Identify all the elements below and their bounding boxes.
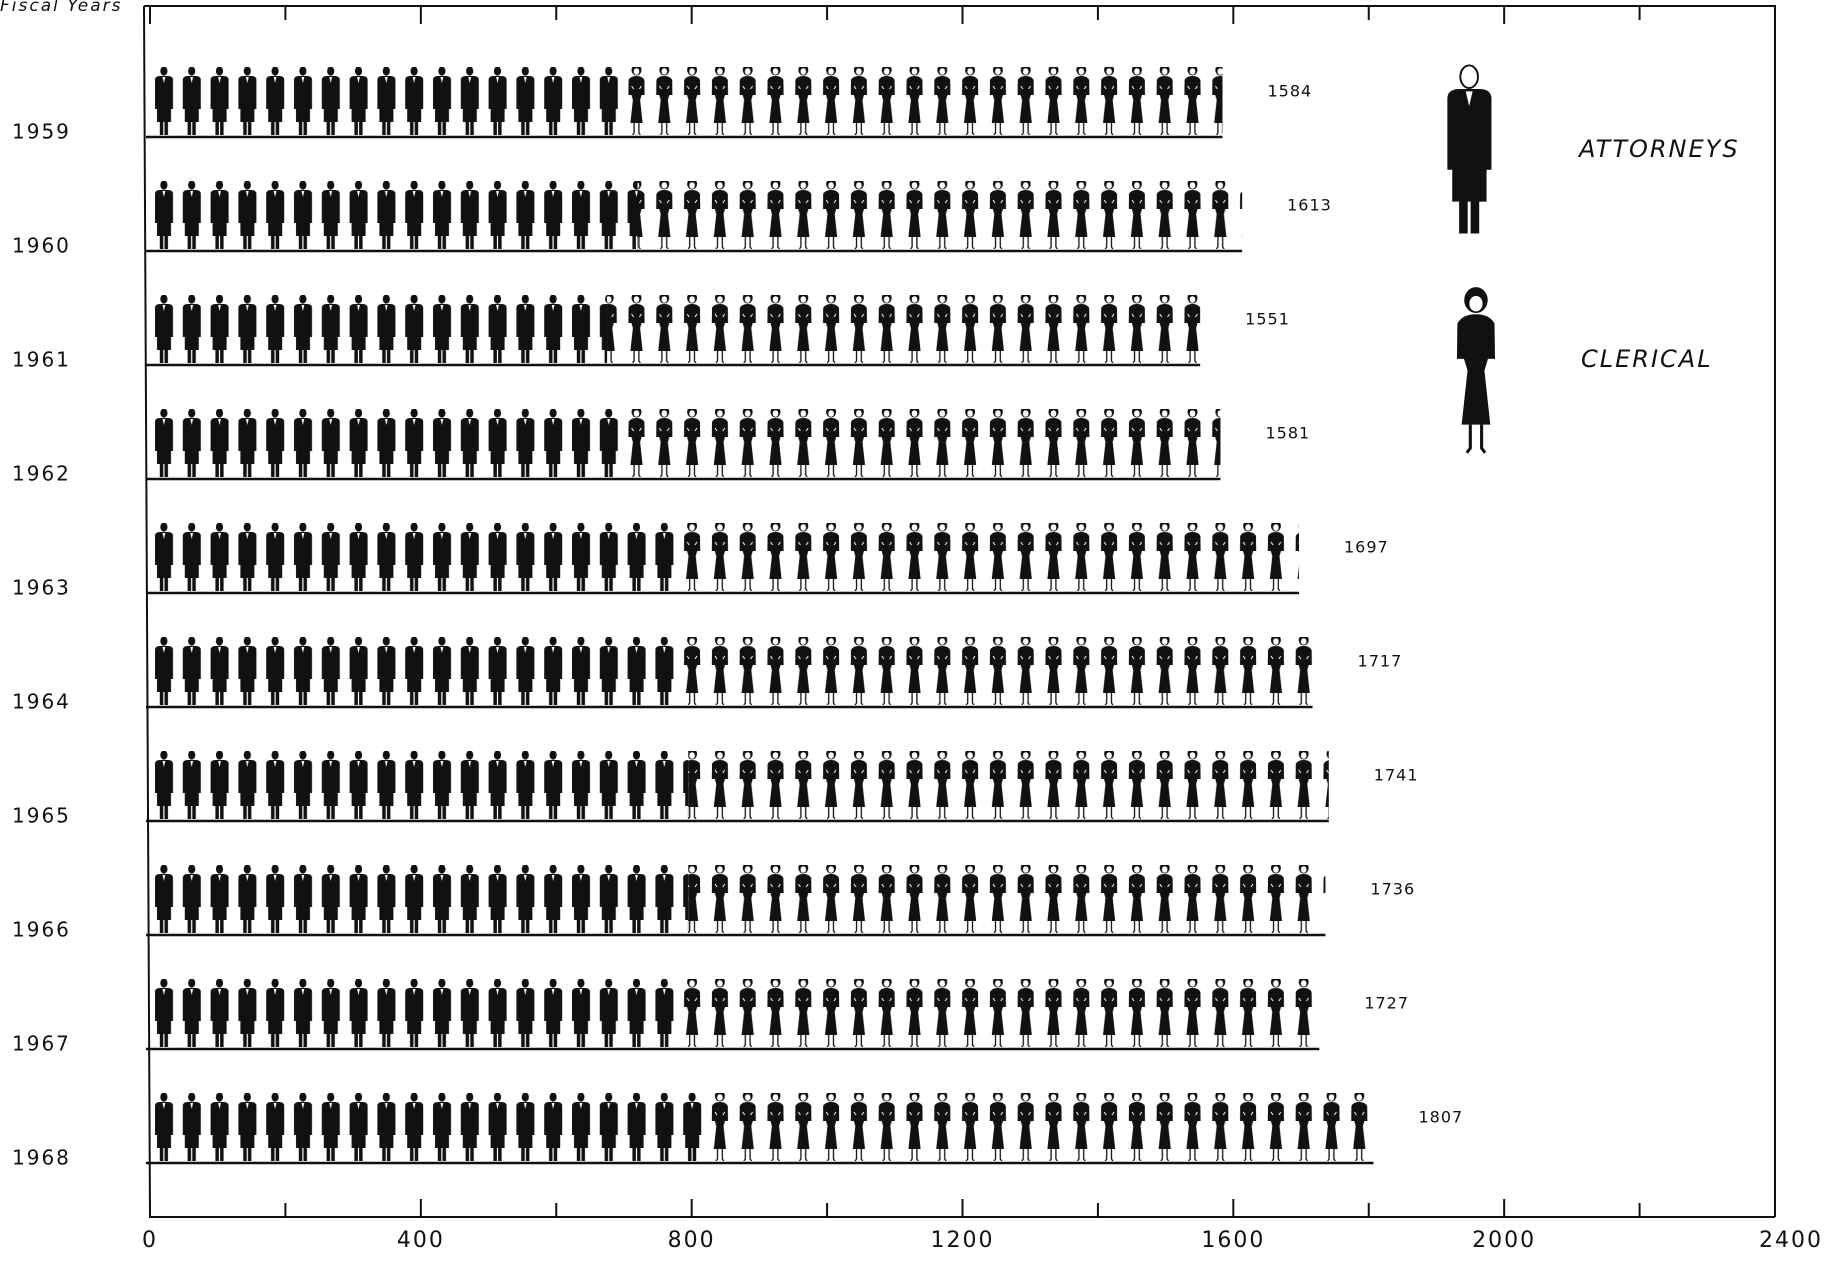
y-tick-label: 1959 xyxy=(12,120,71,144)
y-tick-label: 1968 xyxy=(12,1146,71,1170)
x-tick-label: 1600 xyxy=(1201,1228,1265,1253)
x-tick-label: 0 xyxy=(142,1228,158,1253)
bar-segment xyxy=(150,637,679,705)
bar-segment xyxy=(150,181,638,249)
legend-icon-attorneys xyxy=(1447,64,1492,234)
bar-segment xyxy=(150,751,689,819)
x-tick-label: 800 xyxy=(668,1228,716,1253)
y-tick-label: 1962 xyxy=(12,462,71,486)
y-tick-label: 1963 xyxy=(12,576,71,600)
y-tick-label: 1961 xyxy=(12,348,71,372)
x-tick-label: 1200 xyxy=(931,1228,995,1253)
total-label: 1697 xyxy=(1344,538,1389,557)
bar-segment xyxy=(637,181,1243,249)
total-label: 1717 xyxy=(1358,652,1403,671)
total-label: 1584 xyxy=(1268,82,1313,101)
y-tick-label: 1965 xyxy=(12,804,71,828)
bar-segment xyxy=(674,979,1320,1047)
legend-label: ATTORNEYS xyxy=(1577,135,1740,163)
legend-label: CLERICAL xyxy=(1581,345,1713,373)
x-tick-label: 400 xyxy=(397,1228,445,1253)
total-label: 1581 xyxy=(1265,424,1310,443)
bar-segment xyxy=(150,295,608,363)
bar-segment xyxy=(708,1093,1374,1161)
bar-segment xyxy=(150,409,620,477)
legend-icon-clerical xyxy=(1456,287,1495,454)
bar-segment xyxy=(688,865,1326,933)
bar-segment xyxy=(150,67,624,135)
bar-segment xyxy=(150,523,679,591)
bar-segment xyxy=(150,979,675,1047)
bar-segment xyxy=(678,637,1313,705)
total-label: 1613 xyxy=(1287,196,1332,215)
total-label: 1807 xyxy=(1418,1108,1463,1127)
x-tick-label: 2400 xyxy=(1759,1228,1823,1253)
total-label: 1741 xyxy=(1374,766,1419,785)
y-tick-label: 1966 xyxy=(12,918,71,942)
bar-segment xyxy=(150,1093,709,1161)
y-tick-label: 1964 xyxy=(12,690,71,714)
legend: ATTORNEYS CLERICAL xyxy=(1447,64,1740,454)
x-tick-label: 2000 xyxy=(1472,1228,1536,1253)
y-tick-label: 1960 xyxy=(12,234,71,258)
total-label: 1727 xyxy=(1364,994,1409,1013)
bar-segment xyxy=(607,295,1201,363)
y-tick-label: 1967 xyxy=(12,1032,71,1056)
bar-segment xyxy=(619,409,1221,477)
bar-segment xyxy=(688,751,1329,819)
total-label: 1551 xyxy=(1245,310,1290,329)
total-label: 1736 xyxy=(1370,880,1415,899)
bar-segment xyxy=(623,67,1223,135)
y-axis-label: Fiscal Years xyxy=(0,0,123,16)
bar-segment xyxy=(150,865,689,933)
bar-segment xyxy=(678,523,1300,591)
